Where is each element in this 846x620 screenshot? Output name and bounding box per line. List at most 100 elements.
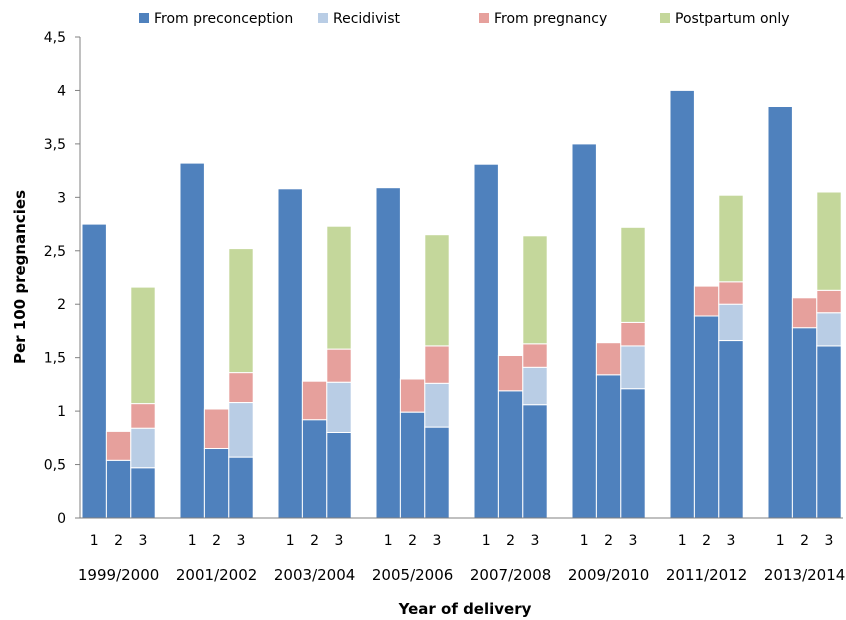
y-tick-label: 1,5 xyxy=(44,351,66,367)
bar-segment xyxy=(522,343,548,368)
bar-segment xyxy=(130,467,156,519)
x-category-label: 2007/2008 xyxy=(470,566,551,584)
y-tick-label: 4,5 xyxy=(44,30,66,46)
bar-segment xyxy=(595,342,622,376)
bar-segment xyxy=(497,355,524,392)
bar-segment xyxy=(326,225,352,350)
legend-label: Recidivist xyxy=(333,11,401,27)
bar-segment xyxy=(816,289,842,314)
legend-label: Postpartum only xyxy=(675,11,790,27)
x-subcategory-label: 3 xyxy=(531,533,540,549)
x-category-label: 2011/2012 xyxy=(666,566,747,584)
y-tick-label: 0 xyxy=(57,511,66,527)
bar-segment xyxy=(669,89,695,519)
bar-segment xyxy=(424,345,450,384)
bar-segment xyxy=(326,348,352,383)
x-category-label: 1999/2000 xyxy=(78,566,159,584)
bar-segment xyxy=(399,378,426,413)
x-subcategory-label: 1 xyxy=(776,533,785,549)
bar-segment xyxy=(105,459,132,519)
x-subcategory-label: 3 xyxy=(727,533,736,549)
plot-area xyxy=(81,89,842,519)
y-tick-label: 1 xyxy=(57,404,66,420)
x-subcategory-label: 2 xyxy=(506,533,515,549)
y-axis-title: Per 100 pregnancies xyxy=(11,190,29,364)
bar-segment xyxy=(791,327,818,519)
legend-label: From pregnancy xyxy=(494,11,607,27)
bar-segment xyxy=(816,345,842,519)
bar-segment xyxy=(375,187,401,519)
legend: From preconception Recidivist From pregnan… xyxy=(139,11,790,27)
bar-segment xyxy=(130,427,156,469)
x-subcategory-label: 2 xyxy=(114,533,123,549)
legend-swatch xyxy=(660,13,670,23)
legend-swatch xyxy=(318,13,328,23)
x-category-label: 2001/2002 xyxy=(176,566,257,584)
x-subcategory-label: 2 xyxy=(212,533,221,549)
bar-segment xyxy=(620,388,646,519)
bar-segment xyxy=(571,143,597,519)
x-subcategory-label: 1 xyxy=(384,533,393,549)
x-subcategory-label: 1 xyxy=(286,533,295,549)
x-subcategory-label: 2 xyxy=(800,533,809,549)
bar-segment xyxy=(424,234,450,347)
legend-label: From preconception xyxy=(154,11,293,27)
x-axis-title: Year of delivery xyxy=(398,600,532,618)
bar-segment xyxy=(277,188,303,519)
y-tick-label: 2 xyxy=(57,297,66,313)
y-tick-label: 2,5 xyxy=(44,244,66,260)
bar-segment xyxy=(791,297,818,329)
x-subcategory-label: 3 xyxy=(825,533,834,549)
x-subcategory-label: 1 xyxy=(188,533,197,549)
x-category-label: 2005/2006 xyxy=(372,566,453,584)
x-subcategory-label: 3 xyxy=(139,533,148,549)
bar-segment xyxy=(620,321,646,347)
bar-segment xyxy=(473,163,499,519)
bar-segment xyxy=(179,162,205,519)
x-category-label: 2003/2004 xyxy=(274,566,355,584)
bar-segment xyxy=(228,248,254,374)
x-subcategory-label: 3 xyxy=(237,533,246,549)
bar-segment xyxy=(130,403,156,429)
bar-segment xyxy=(693,315,720,519)
y-tick-label: 4 xyxy=(57,83,66,99)
bar-segment xyxy=(816,191,842,291)
bar-segment xyxy=(424,426,450,519)
legend-swatch xyxy=(139,13,149,23)
bar-segment xyxy=(718,303,744,342)
bar-segment xyxy=(81,223,107,519)
bar-segment xyxy=(203,408,230,449)
bar-segment xyxy=(105,430,132,461)
bar-segment xyxy=(522,366,548,406)
bar-segment xyxy=(718,281,744,305)
x-subcategory-label: 3 xyxy=(629,533,638,549)
bar-segment xyxy=(595,374,622,519)
bar-segment xyxy=(399,411,426,519)
x-category-label: 2013/2014 xyxy=(764,566,845,584)
bar-segment xyxy=(301,419,328,519)
y-tick-label: 3,5 xyxy=(44,137,66,153)
bar-segment xyxy=(522,235,548,345)
bar-segment xyxy=(326,432,352,519)
legend-swatch xyxy=(479,13,489,23)
bar-segment xyxy=(326,381,352,433)
bar-segment xyxy=(693,285,720,317)
x-subcategory-label: 3 xyxy=(335,533,344,549)
x-subcategory-label: 2 xyxy=(310,533,319,549)
y-tick-label: 0,5 xyxy=(44,458,66,474)
x-subcategory-label: 1 xyxy=(482,533,491,549)
bar-segment xyxy=(816,312,842,347)
bar-segment xyxy=(130,286,156,405)
bar-segment xyxy=(620,345,646,390)
bar-segment xyxy=(620,226,646,323)
bar-segment xyxy=(497,390,524,519)
x-category-label: 2009/2010 xyxy=(568,566,649,584)
bar-segment xyxy=(718,194,744,283)
bar-segment xyxy=(228,456,254,519)
x-subcategory-label: 2 xyxy=(408,533,417,549)
bar-segment xyxy=(301,380,328,421)
bar-segment xyxy=(228,402,254,458)
x-subcategory-label: 1 xyxy=(678,533,687,549)
